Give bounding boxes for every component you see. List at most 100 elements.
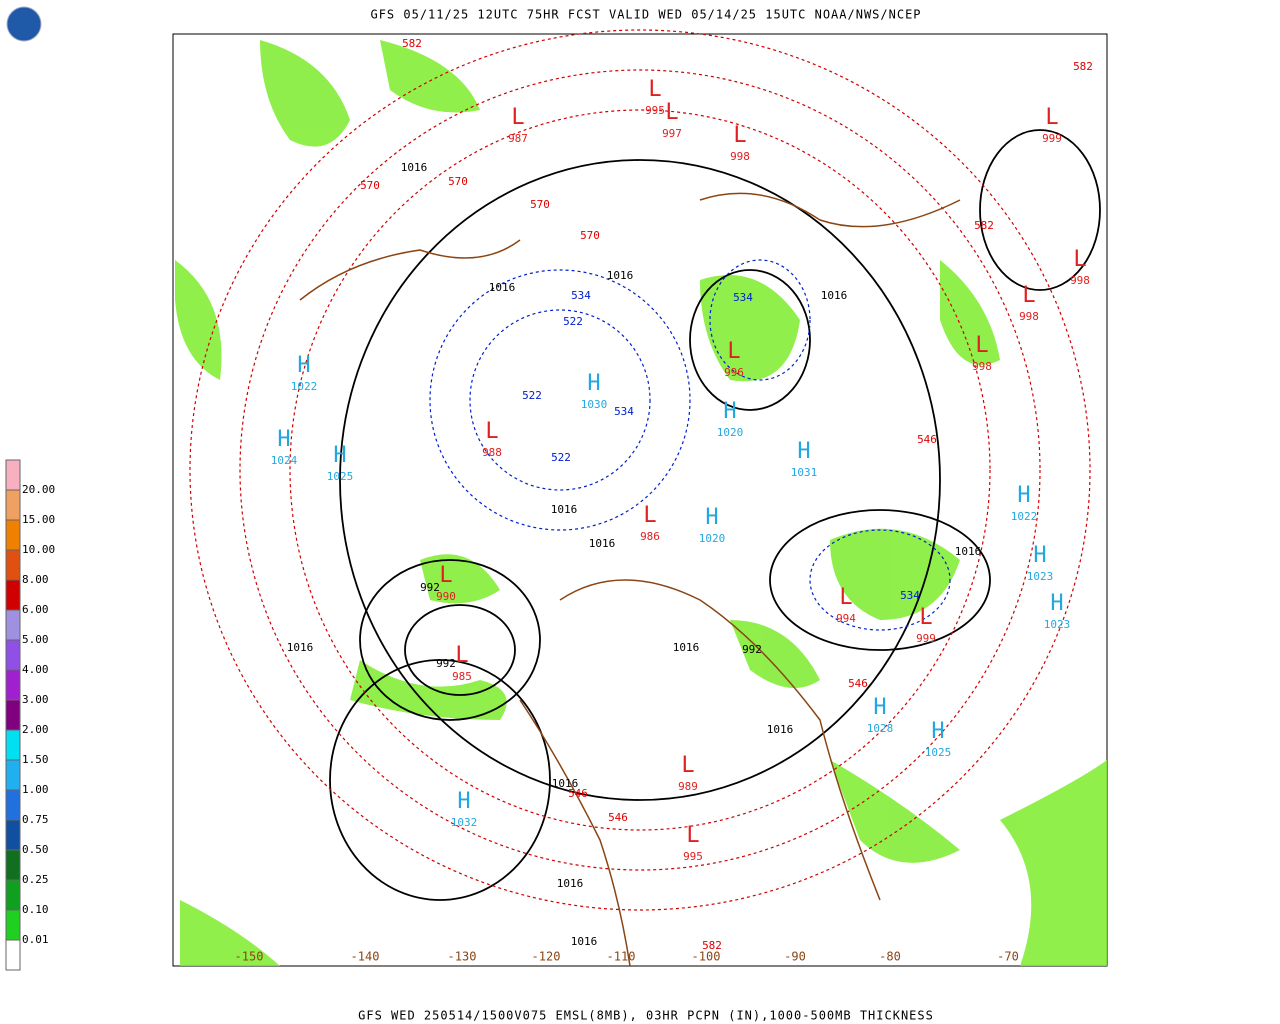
legend-swatch bbox=[5, 759, 21, 791]
legend-swatch bbox=[5, 639, 21, 671]
isobar-label: 1016 bbox=[571, 935, 598, 948]
legend-swatch bbox=[5, 669, 21, 701]
legend-label: 1.50 bbox=[22, 753, 49, 766]
legend-swatch bbox=[5, 849, 21, 881]
legend-label: 2.00 bbox=[22, 723, 49, 736]
isobar-label: 1016 bbox=[673, 641, 700, 654]
legend-label: 6.00 bbox=[22, 603, 49, 616]
low-symbol: L bbox=[439, 563, 452, 588]
legend-swatch bbox=[5, 879, 21, 911]
low-pressure: 989 bbox=[678, 780, 698, 793]
thickness-label: 582 bbox=[974, 219, 994, 232]
legend-label: 20.00 bbox=[22, 483, 55, 496]
legend-label: 3.00 bbox=[22, 693, 49, 706]
legend-label: 0.01 bbox=[22, 933, 49, 946]
isobar-label: 1016 bbox=[552, 777, 579, 790]
low-pressure: 994 bbox=[836, 612, 856, 625]
high-symbol: H bbox=[297, 353, 310, 378]
low-symbol: L bbox=[1022, 283, 1035, 308]
isobar-label: 1016 bbox=[401, 161, 428, 174]
high-pressure: 1022 bbox=[291, 380, 318, 393]
high-pressure: 1025 bbox=[327, 470, 354, 483]
high-pressure: 1022 bbox=[1011, 510, 1038, 523]
longitude-label: -90 bbox=[784, 950, 806, 964]
low-symbol: L bbox=[485, 419, 498, 444]
longitude-label: -120 bbox=[532, 950, 561, 964]
high-symbol: H bbox=[705, 505, 718, 530]
high-pressure: 1023 bbox=[1027, 570, 1054, 583]
thickness-label: 534 bbox=[571, 289, 591, 302]
legend-label: 15.00 bbox=[22, 513, 55, 526]
longitude-label: -150 bbox=[235, 950, 264, 964]
high-symbol: H bbox=[1017, 483, 1030, 508]
low-pressure: 998 bbox=[972, 360, 992, 373]
coastlines bbox=[299, 192, 961, 967]
isobar-label: 992 bbox=[742, 643, 762, 656]
precip-areas bbox=[175, 40, 1107, 966]
high-pressure: 1028 bbox=[867, 722, 894, 735]
high-symbol: H bbox=[277, 427, 290, 452]
legend-swatch bbox=[5, 519, 21, 551]
thickness-label: 582 bbox=[702, 939, 722, 952]
thickness-red bbox=[189, 29, 1091, 911]
high-pressure: 1032 bbox=[451, 816, 478, 829]
high-symbol: H bbox=[333, 443, 346, 468]
map-caption: GFS WED 250514/1500V075 EMSL(8MB), 03HR … bbox=[358, 1009, 934, 1023]
low-symbol: L bbox=[975, 333, 988, 358]
low-symbol: L bbox=[733, 123, 746, 148]
high-symbol: H bbox=[457, 789, 470, 814]
legend-label: 5.00 bbox=[22, 633, 49, 646]
low-symbol: L bbox=[643, 503, 656, 528]
longitude-label: -130 bbox=[448, 950, 477, 964]
low-pressure: 999 bbox=[1042, 132, 1062, 145]
legend-label: 0.50 bbox=[22, 843, 49, 856]
low-symbol: L bbox=[1073, 247, 1086, 272]
isobars bbox=[329, 129, 1101, 901]
legend-swatch bbox=[5, 909, 21, 941]
thickness-label: 546 bbox=[848, 677, 868, 690]
low-pressure: 998 bbox=[1019, 310, 1039, 323]
thickness-blue bbox=[429, 259, 951, 631]
low-pressure: 995 bbox=[683, 850, 703, 863]
legend-swatch bbox=[5, 489, 21, 521]
high-symbol: H bbox=[1050, 591, 1063, 616]
low-pressure: 990 bbox=[436, 590, 456, 603]
thickness-label: 522 bbox=[563, 315, 583, 328]
low-symbol: L bbox=[455, 643, 468, 668]
map-frame bbox=[172, 33, 1108, 967]
legend-swatch bbox=[5, 609, 21, 641]
legend-label: 0.75 bbox=[22, 813, 49, 826]
thickness-label: 546 bbox=[917, 433, 937, 446]
thickness-label: 582 bbox=[1073, 60, 1093, 73]
isobar-label: 1016 bbox=[551, 503, 578, 516]
isobar-label: 1016 bbox=[607, 269, 634, 282]
high-symbol: H bbox=[1033, 543, 1046, 568]
low-symbol: L bbox=[665, 100, 678, 125]
legend-swatch bbox=[5, 729, 21, 761]
noaa-logo bbox=[6, 6, 42, 42]
legend-label: 10.00 bbox=[22, 543, 55, 556]
low-pressure: 987 bbox=[508, 132, 528, 145]
longitude-label: -110 bbox=[607, 950, 636, 964]
thickness-label: 570 bbox=[448, 175, 468, 188]
thickness-label: 522 bbox=[551, 451, 571, 464]
thickness-label: 582 bbox=[402, 37, 422, 50]
high-pressure: 1025 bbox=[925, 746, 952, 759]
low-symbol: L bbox=[681, 753, 694, 778]
low-symbol: L bbox=[511, 105, 524, 130]
high-symbol: H bbox=[797, 439, 810, 464]
low-symbol: L bbox=[686, 823, 699, 848]
longitude-label: -80 bbox=[879, 950, 901, 964]
thickness-label: 534 bbox=[900, 589, 920, 602]
thickness-label: 522 bbox=[522, 389, 542, 402]
low-pressure: 985 bbox=[452, 670, 472, 683]
low-pressure: 995 bbox=[645, 104, 665, 117]
low-pressure: 998 bbox=[1070, 274, 1090, 287]
high-pressure: 1024 bbox=[271, 454, 298, 467]
isobar-label: 1016 bbox=[489, 281, 516, 294]
longitude-label: -100 bbox=[692, 950, 721, 964]
isobar-label: 1016 bbox=[589, 537, 616, 550]
legend-swatch bbox=[5, 579, 21, 611]
high-symbol: H bbox=[587, 371, 600, 396]
